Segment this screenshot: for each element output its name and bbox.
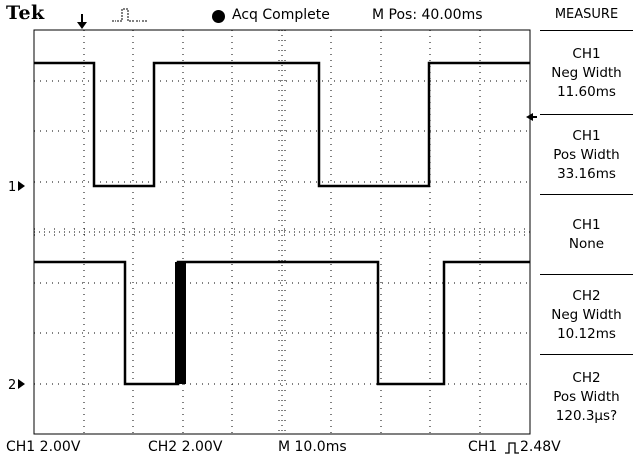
measure-type: Neg Width bbox=[551, 306, 622, 323]
svg-text:1: 1 bbox=[8, 180, 16, 195]
measure-source: CH1 bbox=[572, 127, 601, 144]
measure-value: 120.3µs? bbox=[555, 407, 618, 424]
trigger-level-marker bbox=[526, 113, 533, 121]
trigger-edge-icon bbox=[505, 442, 519, 454]
ch2-trace bbox=[34, 260, 530, 386]
measure-type: Pos Width bbox=[553, 388, 620, 405]
measure-menu: MEASURE CH1 Neg Width 11.60ms CH1 Pos Wi… bbox=[540, 0, 633, 438]
measure-slot-1[interactable]: CH1 Neg Width 11.60ms bbox=[540, 30, 633, 115]
measure-source: CH1 bbox=[572, 217, 601, 233]
status-bar: Tek Acq Complete M Pos: 40.00ms bbox=[0, 0, 540, 30]
ch1-ground-marker: 1 bbox=[8, 180, 25, 195]
svg-text:2: 2 bbox=[8, 378, 16, 393]
measure-type: Pos Width bbox=[553, 146, 620, 163]
measure-source: CH2 bbox=[572, 369, 601, 386]
measure-value: 11.60ms bbox=[557, 83, 616, 100]
measure-value: 10.12ms bbox=[557, 325, 616, 342]
timebase-readout: M 10.0ms bbox=[278, 439, 347, 455]
ch2-scale-readout: CH2 2.00V bbox=[148, 439, 223, 455]
measure-type: Neg Width bbox=[551, 64, 622, 81]
acquisition-status: Acq Complete bbox=[232, 7, 330, 23]
measure-slot-5[interactable]: CH2 Pos Width 120.3µs? bbox=[540, 354, 633, 439]
measure-title: MEASURE bbox=[554, 7, 619, 22]
ch1-scale-readout: CH1 2.00V bbox=[6, 439, 81, 455]
ch2-ground-marker: 2 bbox=[8, 378, 25, 393]
brand-logo: Tek bbox=[6, 2, 45, 24]
measure-source: CH1 bbox=[572, 45, 601, 62]
ch2-edge-jitter bbox=[175, 262, 186, 384]
graticule-center-axes bbox=[34, 30, 530, 434]
measure-value: 33.16ms bbox=[557, 165, 616, 182]
trigger-status-icon bbox=[112, 8, 148, 22]
measure-source: CH2 bbox=[572, 287, 601, 304]
waveform-display: 1 2 bbox=[8, 14, 537, 435]
measure-slot-3[interactable]: CH1 None bbox=[540, 194, 633, 275]
measure-type: None bbox=[568, 236, 605, 252]
trigger-level-readout: 2.48V bbox=[520, 439, 561, 455]
measure-slot-4[interactable]: CH2 Neg Width 10.12ms bbox=[540, 274, 633, 355]
measure-slot-2[interactable]: CH1 Pos Width 33.16ms bbox=[540, 114, 633, 195]
trigger-position-marker bbox=[77, 14, 87, 29]
settings-bar: CH1 2.00V CH2 2.00V M 10.0ms CH1 2.48V bbox=[0, 438, 633, 458]
trigger-source-readout: CH1 bbox=[468, 439, 498, 455]
horizontal-position: M Pos: 40.00ms bbox=[372, 7, 483, 23]
ch1-trace bbox=[34, 61, 530, 188]
acquisition-state-icon bbox=[212, 10, 225, 23]
